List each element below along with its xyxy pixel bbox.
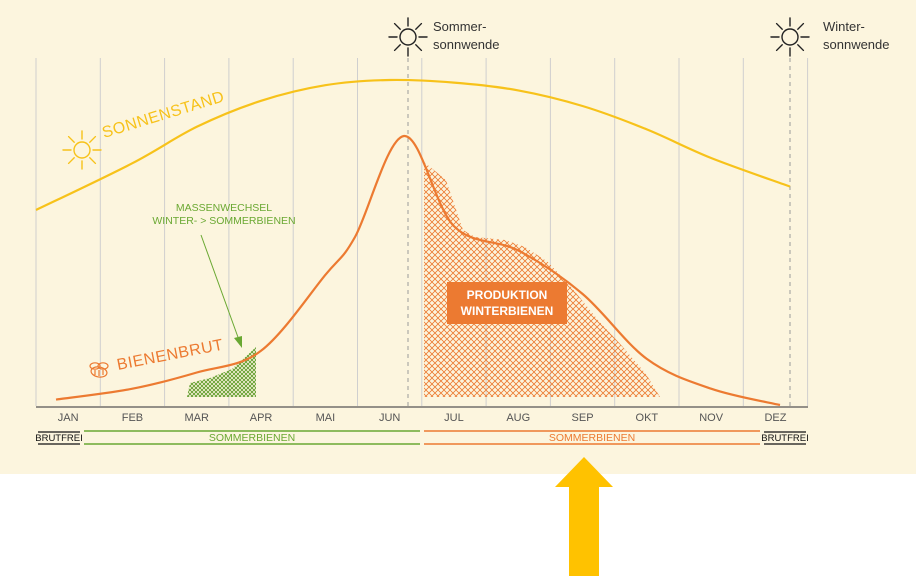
summer-solstice-sun-icon [388, 17, 428, 57]
month-label-jan: JAN [58, 412, 79, 424]
winter-solstice-sun-icon [770, 17, 810, 57]
massenwechsel-area [187, 347, 256, 397]
summer-solstice-label-2: sonnwende [433, 37, 500, 52]
massenwechsel-label-2: WINTER- > SOMMERBIENEN [152, 215, 295, 227]
series-line-bienenbrut [55, 134, 781, 407]
summer-solstice-label-1: Sommer- [433, 19, 486, 34]
month-label-jun: JUN [379, 412, 400, 424]
sommerbienen-orange-label: SOMMERBIENEN [549, 432, 635, 444]
month-label-apr: APR [250, 412, 273, 424]
produktion-label-1: PRODUKTION [467, 288, 548, 302]
massenwechsel-pointer [200, 234, 240, 341]
sonnenstand-sun-icon [62, 130, 102, 170]
month-label-dez: DEZ [764, 412, 786, 424]
brutfrei-left-label: BRUTFREI [35, 433, 83, 444]
produktion-label-2: WINTERBIENEN [461, 304, 554, 318]
month-label-feb: FEB [122, 412, 143, 424]
month-label-okt: OKT [636, 412, 659, 424]
month-label-jul: JUL [444, 412, 464, 424]
bee-icon [89, 362, 109, 378]
sommerbienen-green-label: SOMMERBIENEN [209, 432, 295, 444]
massenwechsel-label-1: MASSENWECHSEL [176, 202, 272, 214]
brutfrei-right-label: BRUTFREI [761, 433, 809, 444]
series-line-sonnenstand [35, 78, 791, 211]
massenwechsel-pointer-head [234, 336, 242, 348]
winterbienen-production-area [424, 162, 660, 397]
up-arrow-icon [555, 457, 613, 576]
produktion-winterbienen-box [447, 282, 567, 324]
month-label-nov: NOV [699, 412, 724, 424]
winter-solstice-label-1: Winter- [823, 19, 865, 34]
month-label-mar: MAR [185, 412, 210, 424]
month-label-mai: MAI [316, 412, 336, 424]
month-label-aug: AUG [506, 412, 530, 424]
winter-solstice-label-2: sonnwende [823, 37, 890, 52]
month-labels: JAN FEB MAR APR MAI JUN JUL AUG SEP OKT NOV DEZ [58, 412, 787, 424]
month-label-sep: SEP [572, 412, 594, 424]
